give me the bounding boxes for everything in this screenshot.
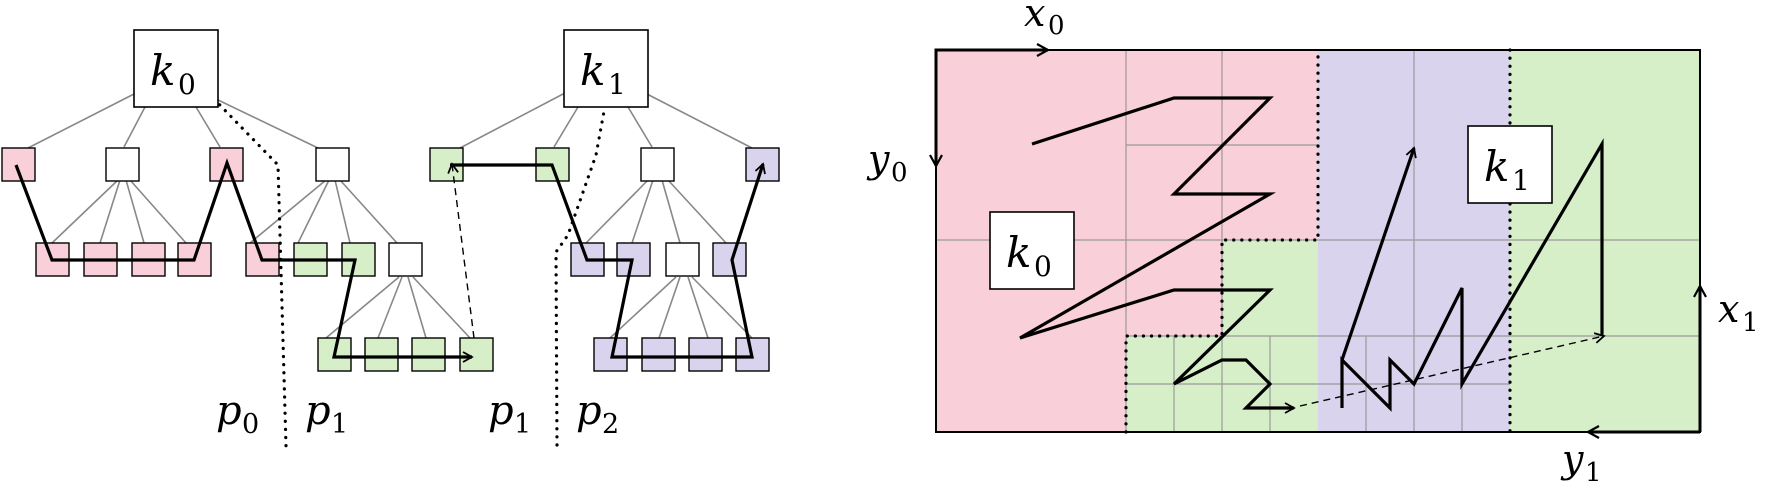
partition-label-letter: p [216,388,242,434]
tree-node [593,337,628,372]
partition-label-subscript: 2 [602,409,619,440]
partition-label-letter: p [576,388,602,434]
curve-lavender [1340,138,1604,412]
tree-node [665,242,700,277]
partition-label-letter: p [488,388,514,434]
axis-label-letter: x [1024,0,1045,35]
tree-edges-k0 [27,92,471,339]
grid-key-k0-subscript: 0 [1034,250,1052,283]
grid-jump-arrow-dashed [1299,332,1606,407]
traversal-path-k1 [450,162,766,359]
partition-boundary-p1-p2 [554,104,607,448]
jump-arrow-dashed [447,162,475,339]
tree-node [411,337,446,372]
axis-label-letter: x [1718,287,1739,331]
root-k0-letter: k [150,46,175,95]
region-k1-green [1510,50,1700,432]
tree-node [105,147,140,182]
axis-arrows [929,43,1707,439]
partition-label-p0: p 0 [216,388,259,440]
traversal-path-k0 [14,158,474,363]
root-k1-letter: k [580,46,605,95]
tree-edges-k1 [459,92,753,339]
tree-root-k0: k 0 [133,29,219,108]
grid-key-k1: k 1 [1467,125,1553,204]
grid-key-k0-letter: k [1006,228,1031,277]
tree-node [712,242,747,277]
tree-node [641,337,676,372]
axis-label-letter: y [866,137,890,181]
tree-node [364,337,399,372]
curve-k0 [1019,96,1296,414]
partition-label-subscript: 1 [514,409,531,440]
tree-node [640,147,675,182]
axis-label-subscript: 0 [1048,11,1065,41]
grid-partition-boundaries [1124,48,1512,434]
axis-label-x1: x 1 [1718,287,1759,338]
curve-lavender-arrow [1340,146,1417,361]
partition-label-letter: p [305,388,331,434]
axis-label-subscript: 0 [891,158,908,188]
tree-node [459,337,494,372]
grid-diagram: k 0 k 1 x 0 y 0 x 1 y 1 [866,0,1759,488]
root-k0-subscript: 0 [178,68,196,101]
partition-boundaries [212,97,607,448]
axis-label-x0: x 0 [1024,0,1065,41]
tree-root-k1: k 1 [563,29,649,108]
partition-label-p2: p 2 [576,388,619,440]
axis-label-subscript: 1 [1585,458,1602,484]
partition-label-subscript: 1 [331,409,348,440]
tree-node [745,147,780,182]
grid-key-k1-subscript: 1 [1512,164,1530,197]
axis-label-y1: y 1 [1560,437,1602,488]
root-k1-subscript: 1 [608,68,626,101]
axis-label-y0: y 0 [866,137,908,188]
grid-key-k0: k 0 [989,211,1075,290]
axis-label-letter: y [1560,437,1584,481]
partition-label-subscript: 0 [242,409,259,440]
axis-label-subscript: 1 [1742,308,1759,338]
grid-key-k1-letter: k [1484,142,1509,191]
grid-frame [935,49,1701,433]
tree-node [388,242,423,277]
partition-label-p1-right: p 1 [488,388,531,440]
tree-node [315,147,350,182]
tree-node [688,337,723,372]
partition-label-p1-left: p 1 [305,388,348,440]
tree-diagram: k 0 k 1 p 0 p 1 p 1 p 2 [1,29,780,448]
